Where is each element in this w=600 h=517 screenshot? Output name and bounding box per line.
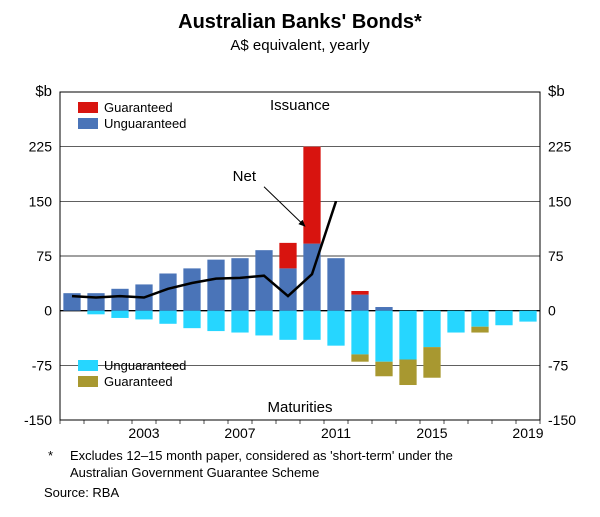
y-tick-right: 0: [548, 303, 556, 319]
y-tick-right: -75: [548, 357, 568, 373]
x-tick: 2019: [512, 425, 543, 441]
issuance-label: Issuance: [270, 97, 330, 114]
bar-maturity-unguaranteed: [159, 311, 176, 324]
bar-maturity-unguaranteed: [519, 311, 536, 322]
bar-maturity-unguaranteed: [207, 311, 224, 331]
chart-title: Australian Banks' Bonds*: [178, 11, 422, 33]
y-unit-right: $b: [548, 83, 565, 100]
x-tick: 2003: [128, 425, 159, 441]
x-tick: 2015: [416, 425, 447, 441]
y-tick-left: 225: [29, 139, 53, 155]
chart-subtitle: A$ equivalent, yearly: [230, 37, 370, 54]
y-tick-right: -150: [548, 412, 576, 428]
y-tick-left: -150: [24, 412, 52, 428]
bar-issuance-unguaranteed: [231, 258, 248, 310]
bar-maturity-unguaranteed: [327, 311, 344, 346]
bar-maturity-unguaranteed: [183, 311, 200, 328]
bar-maturity-guaranteed: [423, 347, 440, 378]
legend-maturities-swatch: [78, 376, 98, 387]
net-arrow: [264, 187, 305, 226]
bar-maturity-unguaranteed: [303, 311, 320, 340]
legend-issuance-swatch: [78, 118, 98, 129]
bar-maturity-unguaranteed: [135, 311, 152, 320]
footnote-marker: *: [48, 448, 53, 463]
legend-maturities-swatch: [78, 360, 98, 371]
y-tick-left: 75: [36, 248, 52, 264]
footnote-line2: Australian Government Guarantee Scheme: [70, 465, 319, 480]
bar-maturity-unguaranteed: [87, 311, 104, 315]
bar-issuance-guaranteed: [351, 291, 368, 295]
bar-issuance-unguaranteed: [375, 307, 392, 311]
bar-issuance-unguaranteed: [207, 260, 224, 311]
y-tick-right: 225: [548, 139, 572, 155]
bar-maturity-guaranteed: [471, 327, 488, 333]
bar-maturity-unguaranteed: [447, 311, 464, 333]
bar-maturity-unguaranteed: [111, 311, 128, 318]
source: Source: RBA: [44, 485, 119, 500]
y-tick-right: 150: [548, 193, 572, 209]
bar-maturity-unguaranteed: [255, 311, 272, 336]
bar-issuance-unguaranteed: [327, 258, 344, 310]
bar-maturity-guaranteed: [399, 360, 416, 386]
y-tick-left: 0: [44, 303, 52, 319]
bar-maturity-unguaranteed: [495, 311, 512, 326]
legend-issuance-swatch: [78, 102, 98, 113]
y-tick-right: 75: [548, 248, 564, 264]
bar-maturity-unguaranteed: [231, 311, 248, 333]
bar-maturity-unguaranteed: [279, 311, 296, 340]
footnote-line1: Excludes 12–15 month paper, considered a…: [70, 448, 453, 463]
bar-maturity-guaranteed: [351, 354, 368, 361]
bar-issuance-guaranteed: [279, 243, 296, 269]
bars: [63, 147, 536, 385]
net-label: Net: [233, 168, 257, 185]
y-tick-left: 150: [29, 193, 53, 209]
bar-issuance-unguaranteed: [87, 293, 104, 310]
legend-maturities-label: Unguaranteed: [104, 358, 186, 373]
bar-maturity-unguaranteed: [351, 311, 368, 355]
bar-maturity-guaranteed: [375, 362, 392, 377]
x-tick: 2007: [224, 425, 255, 441]
bar-maturity-unguaranteed: [471, 311, 488, 327]
y-tick-left: -75: [32, 357, 52, 373]
bar-issuance-unguaranteed: [351, 295, 368, 311]
x-tick: 2011: [321, 425, 351, 441]
legend-maturities-label: Guaranteed: [104, 374, 173, 389]
bar-maturity-unguaranteed: [399, 311, 416, 360]
maturities-label: Maturities: [267, 399, 332, 416]
legend-issuance-label: Unguaranteed: [104, 116, 186, 131]
legend-issuance-label: Guaranteed: [104, 100, 173, 115]
bar-issuance-guaranteed: [303, 147, 320, 244]
bar-issuance-unguaranteed: [111, 289, 128, 311]
bar-maturity-unguaranteed: [423, 311, 440, 347]
bar-issuance-unguaranteed: [183, 268, 200, 310]
y-unit-left: $b: [35, 83, 52, 100]
bar-maturity-unguaranteed: [375, 311, 392, 362]
bonds-chart: Australian Banks' Bonds* A$ equivalent, y…: [0, 0, 600, 517]
